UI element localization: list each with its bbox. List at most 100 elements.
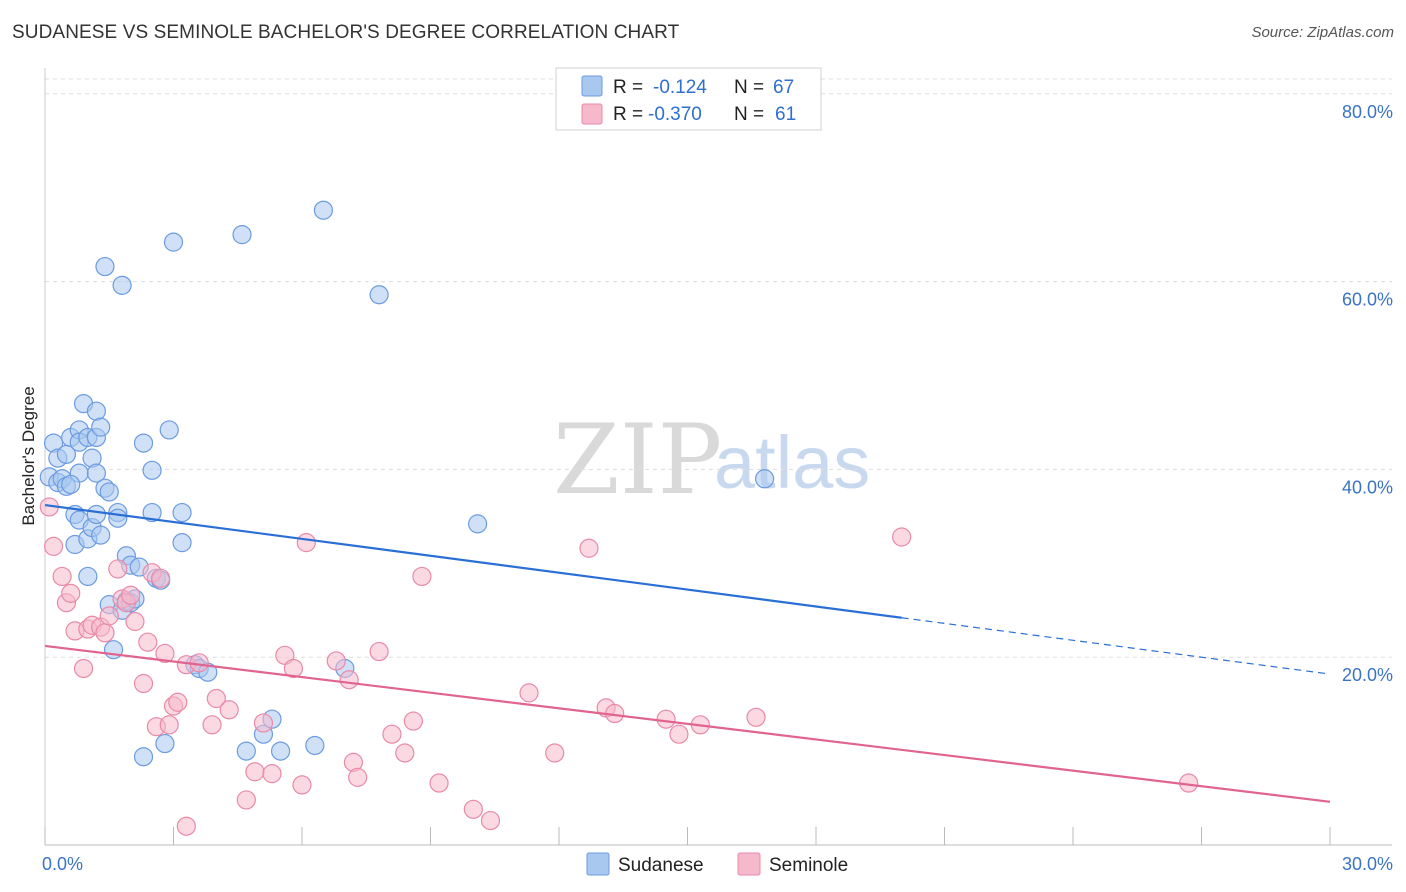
- sudanese-point: [112, 275, 132, 295]
- seminole-point: [382, 724, 402, 744]
- legend-swatch-sudanese: [581, 75, 603, 97]
- seminole-point: [245, 762, 265, 782]
- bottom-legend-swatch-sudanese: [586, 852, 610, 876]
- sudanese-point: [313, 200, 334, 220]
- seminole-point: [262, 764, 282, 784]
- seminole-point: [52, 566, 72, 587]
- sudanese-point: [91, 417, 111, 437]
- y-tick-label: 80.0%: [1342, 102, 1393, 122]
- sudanese-trend-extension: [901, 617, 1331, 675]
- seminole-point: [43, 536, 64, 556]
- seminole-point: [656, 709, 676, 729]
- seminole-point: [746, 707, 766, 727]
- watermark-zip-text: ZIP: [553, 404, 722, 516]
- sudanese-point: [86, 463, 107, 483]
- x-tick-label: 0.0%: [42, 854, 83, 874]
- trend-lines: [44, 503, 1331, 803]
- sudanese-point: [133, 433, 154, 453]
- sudanese-point: [369, 285, 389, 305]
- y-tick-label: 40.0%: [1342, 477, 1393, 497]
- grid-lines: [45, 78, 1392, 658]
- legend-r-label-sudanese: R =: [613, 77, 643, 98]
- sudanese-point: [142, 502, 162, 523]
- seminole-point: [206, 688, 226, 709]
- sudanese-point: [108, 508, 128, 528]
- seminole-point: [125, 611, 145, 632]
- seminole-point: [133, 673, 154, 694]
- axes: [44, 68, 1392, 846]
- sudanese-point: [270, 741, 291, 761]
- seminole-point: [545, 743, 565, 763]
- seminole-point: [95, 623, 115, 643]
- sudanese-point: [163, 232, 184, 252]
- y-tick-labels: 20.0% 40.0% 60.0% 80.0%: [1342, 102, 1393, 685]
- seminole-point: [339, 670, 359, 690]
- seminole-points: [39, 497, 1199, 836]
- bottom-legend-swatch-seminole: [737, 852, 761, 876]
- legend-n-value-sudanese: 67: [773, 77, 794, 98]
- y-axis-label: Bachelor's Degree: [19, 386, 38, 525]
- seminole-point: [296, 533, 316, 553]
- seminole-point: [121, 585, 141, 605]
- sudanese-point: [305, 735, 325, 756]
- seminole-point: [429, 773, 449, 793]
- seminole-point: [326, 651, 346, 671]
- seminole-point: [253, 713, 274, 733]
- sudanese-point: [172, 502, 192, 523]
- seminole-point: [669, 724, 689, 744]
- series-legend: Sudanese Seminole: [586, 852, 848, 876]
- sudanese-point: [172, 533, 192, 553]
- seminole-point: [579, 538, 599, 558]
- sudanese-point: [142, 460, 162, 480]
- seminole-point: [168, 692, 188, 712]
- chart-source: Source: ZipAtlas.com: [1251, 24, 1394, 41]
- watermark-atlas-text: atlas: [714, 421, 870, 504]
- correlation-legend: R = -0.124 N = 67 R = -0.370 N = 61: [555, 67, 822, 131]
- sudanese-point: [754, 469, 775, 489]
- sudanese-trend-line: [44, 503, 902, 619]
- seminole-point: [480, 810, 501, 831]
- seminole-point: [99, 606, 119, 626]
- y-tick-label: 20.0%: [1342, 665, 1393, 685]
- seminole-point: [202, 715, 222, 735]
- seminole-point: [236, 790, 256, 810]
- sudanese-point: [159, 420, 179, 440]
- chart-title: SUDANESE VS SEMINOLE BACHELOR'S DEGREE C…: [12, 22, 680, 43]
- sudanese-point: [155, 733, 175, 754]
- sudanese-point: [468, 514, 488, 534]
- sudanese-point: [78, 566, 98, 587]
- y-tick-label: 60.0%: [1342, 290, 1393, 310]
- seminole-point: [292, 775, 312, 795]
- bottom-legend-label-seminole: Seminole: [769, 855, 848, 876]
- seminole-point: [138, 632, 158, 652]
- x-tick-labels: 0.0% 30.0%: [42, 854, 1393, 874]
- sudanese-point: [95, 256, 115, 277]
- seminole-point: [219, 700, 239, 720]
- sudanese-point: [91, 525, 111, 545]
- sudanese-point: [86, 504, 107, 525]
- seminole-point: [395, 743, 415, 763]
- seminole-point: [155, 643, 175, 664]
- seminole-point: [159, 715, 179, 735]
- seminole-point: [283, 658, 304, 679]
- seminole-point: [519, 683, 539, 703]
- seminole-point: [176, 816, 196, 836]
- seminole-point: [348, 767, 368, 787]
- seminole-point: [73, 658, 94, 679]
- seminole-point: [463, 799, 483, 819]
- sudanese-point: [232, 225, 252, 245]
- sudanese-point: [133, 747, 154, 767]
- sudanese-point: [61, 474, 81, 495]
- sudanese-point: [236, 741, 256, 761]
- seminole-point: [151, 568, 171, 588]
- legend-n-label-seminole: N =: [734, 104, 764, 125]
- seminole-trend-line: [44, 644, 1331, 803]
- watermark: ZIP atlas: [553, 404, 870, 516]
- legend-r-label-seminole: R =: [613, 104, 643, 125]
- legend-r-value-sudanese: -0.124: [653, 77, 707, 98]
- sudanese-point: [99, 482, 119, 502]
- seminole-point: [369, 641, 389, 662]
- x-tick-label: 30.0%: [1342, 854, 1393, 874]
- sudanese-point: [86, 401, 107, 421]
